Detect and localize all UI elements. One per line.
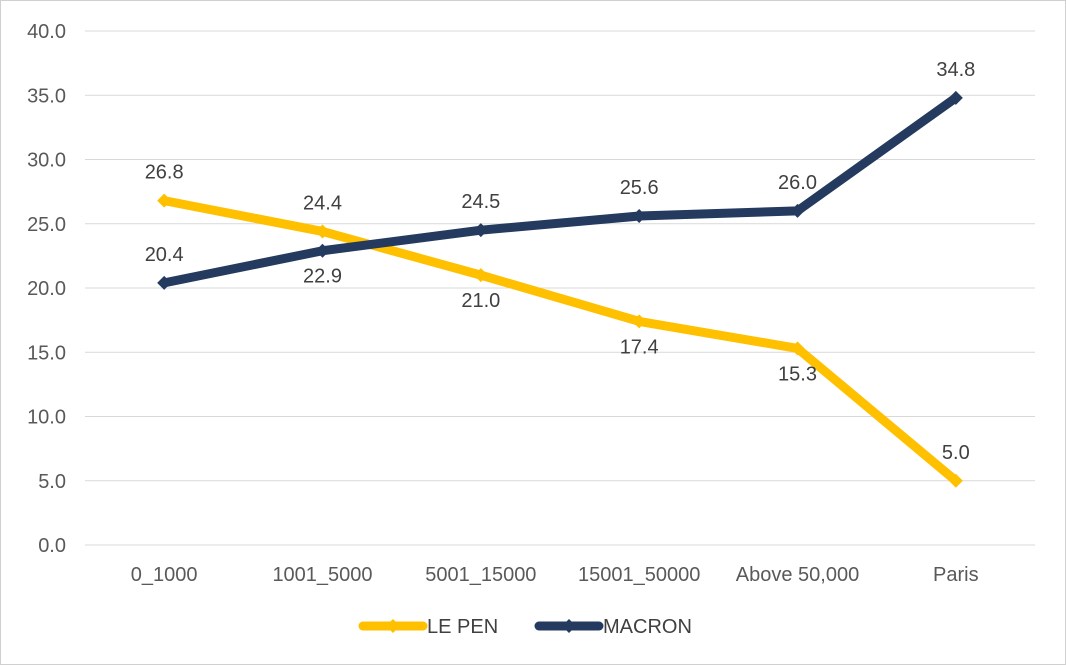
data-labels: 26.8 20.4 24.4 22.9 21.0 24.5 17.4 25.6 15.3 26.0… bbox=[145, 59, 976, 464]
legend-marker bbox=[386, 619, 400, 633]
series-line-macron bbox=[159, 93, 961, 288]
y-tick-label: 35.0 bbox=[27, 85, 66, 107]
series-lines bbox=[157, 90, 963, 488]
data-point bbox=[473, 268, 488, 283]
data-label: 17.4 bbox=[620, 336, 659, 358]
x-tick-label: 15001_50000 bbox=[578, 564, 700, 586]
x-tick-label: 0_1000 bbox=[131, 564, 198, 586]
data-point bbox=[157, 275, 172, 290]
x-tick-label: Above 50,000 bbox=[736, 564, 859, 586]
y-tick-label: 0.0 bbox=[38, 535, 66, 557]
legend-label: LE PEN bbox=[427, 616, 498, 638]
data-label: 25.6 bbox=[620, 177, 659, 199]
data-point bbox=[632, 314, 647, 329]
data-point bbox=[315, 243, 330, 258]
data-label: 20.4 bbox=[145, 244, 184, 266]
y-tick-label: 5.0 bbox=[38, 471, 66, 493]
y-tick-label: 15.0 bbox=[27, 342, 66, 364]
x-tick-label: 5001_15000 bbox=[425, 564, 536, 586]
y-tick-label: 40.0 bbox=[27, 21, 66, 43]
data-point bbox=[632, 209, 647, 224]
data-label: 22.9 bbox=[303, 266, 342, 288]
data-point bbox=[948, 473, 963, 488]
data-label: 15.3 bbox=[778, 363, 817, 385]
x-tick-label: 1001_5000 bbox=[272, 564, 372, 586]
y-tick-label: 30.0 bbox=[27, 150, 66, 172]
data-label: 34.8 bbox=[936, 59, 975, 81]
legend-marker bbox=[562, 619, 576, 633]
y-tick-label: 10.0 bbox=[27, 407, 66, 429]
data-point bbox=[315, 224, 330, 239]
gridlines bbox=[85, 30, 1035, 546]
x-axis: 0_1000 1001_5000 5001_15000 15001_50000 Abov… bbox=[131, 564, 979, 586]
data-label: 24.5 bbox=[461, 191, 500, 213]
y-tick-label: 25.0 bbox=[27, 214, 66, 236]
series-line-le-pen bbox=[159, 196, 961, 486]
data-point bbox=[157, 193, 172, 208]
data-label: 5.0 bbox=[942, 442, 970, 464]
legend: LE PEN MACRON bbox=[358, 616, 692, 638]
data-point bbox=[790, 341, 805, 356]
data-point bbox=[790, 203, 805, 218]
x-tick-label: Paris bbox=[933, 564, 979, 586]
data-label: 26.8 bbox=[145, 162, 184, 184]
y-axis: 0.0 5.0 10.0 15.0 20.0 25.0 30.0 35.0 40.0 bbox=[27, 21, 66, 557]
legend-label: MACRON bbox=[603, 616, 692, 638]
data-point bbox=[948, 90, 963, 105]
y-tick-label: 20.0 bbox=[27, 278, 66, 300]
data-point bbox=[473, 223, 488, 238]
data-label: 24.4 bbox=[303, 192, 342, 214]
data-label: 26.0 bbox=[778, 172, 817, 194]
data-label: 21.0 bbox=[461, 290, 500, 312]
